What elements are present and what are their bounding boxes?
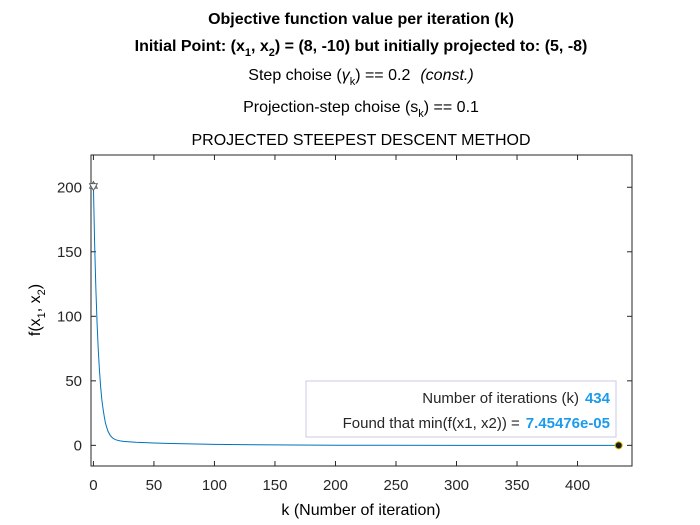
x-tick-label: 400 [565, 477, 590, 494]
series-line [92, 185, 619, 446]
x-tick-label: 50 [146, 477, 163, 494]
y-tick-label: 100 [57, 308, 82, 325]
title-line-3: Step choise (γk) == 0.2 (const.) [248, 67, 473, 88]
y-tick-label: 50 [65, 373, 82, 390]
start-marker-b [88, 183, 99, 192]
x-axis-label: k (Number of iteration) [281, 502, 440, 519]
annotation-background [305, 380, 617, 438]
title-line-1: Objective function value per iteration (… [208, 11, 514, 28]
y-axis-label: f(x1, x2) [27, 284, 48, 336]
title-line-5: PROJECTED STEEPEST DESCENT METHOD [191, 132, 530, 149]
y-tick-label: 150 [57, 244, 82, 261]
x-tick-label: 250 [383, 477, 408, 494]
annotation-line-2: Found that min(f(x1, x2)) = 7.45476e-05 [343, 415, 610, 432]
annotation-line-1: Number of iterations (k) 434 [422, 390, 610, 407]
annotation-box: Number of iterations (k) 434 Found that m… [305, 380, 617, 438]
x-tick-label: 100 [202, 477, 227, 494]
x-tick-label: 0 [89, 477, 97, 494]
y-tick-label: 0 [74, 437, 82, 454]
x-tick-label: 200 [323, 477, 348, 494]
title-line-4: Projection-step choise (sk) == 0.1 [243, 99, 479, 120]
y-axis-ticks: 0 50 100 150 200 [57, 179, 632, 454]
series-group [88, 180, 623, 450]
title-line-2: Initial Point: (x1, x2) = (8, -10) but i… [135, 38, 588, 59]
x-axis-ticks: 0 50 100 150 200 250 300 350 400 [89, 155, 590, 494]
end-marker [614, 441, 623, 450]
x-tick-label: 300 [444, 477, 469, 494]
y-tick-label: 200 [57, 179, 82, 196]
x-tick-label: 150 [262, 477, 287, 494]
x-tick-label: 350 [505, 477, 530, 494]
